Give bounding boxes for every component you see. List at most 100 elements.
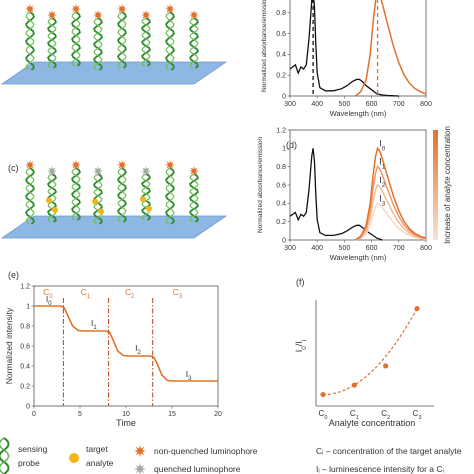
y-tick-label: 0.8: [276, 10, 286, 17]
panel-label-d: (d): [286, 140, 297, 150]
x-axis-label: Wavelength (nm): [330, 109, 387, 118]
y-tick-label: 0.4: [276, 201, 286, 208]
emission-label-I3: I3: [379, 193, 386, 207]
y-tick-label: 1.2: [20, 283, 30, 290]
helix-legend-icon: [0, 437, 10, 474]
level-label-I1: I1: [91, 318, 97, 331]
emission-line-I3: [355, 202, 427, 241]
legend-target-analyte-line2: analyte: [86, 458, 114, 468]
probe-strand: [71, 11, 81, 67]
x-tick-label: 400: [311, 101, 323, 108]
emission-label-I0: I0: [379, 138, 386, 152]
probe-strand: [165, 167, 175, 225]
y-tick-label: 1: [282, 146, 286, 153]
x-tick-label: 0: [32, 411, 36, 418]
probe-strand: [165, 11, 175, 71]
x-tick-label: 500: [339, 101, 351, 108]
probe-strand: [189, 173, 199, 223]
emission-label-I2: I2: [379, 175, 386, 189]
emission-line-I0: [354, 146, 427, 241]
analyte: [46, 197, 52, 204]
probe-strand: [117, 11, 127, 69]
quenched-luminophore-icon: [134, 463, 146, 474]
x-tick-label: 300: [284, 245, 296, 252]
level-label-I2: I2: [135, 343, 141, 356]
y-tick-label: 0.2: [20, 383, 30, 390]
y-tick-label: 0.6: [20, 343, 30, 350]
chart-b: 300 400 500 600 700 800 0 0.2 0.4 0.6 0.8 Wavelengt…: [261, 0, 432, 118]
concentration-colorbar: [433, 130, 438, 240]
y-axis-label: Normalized absorbance/emission: [261, 0, 268, 92]
region-label-C1: C1: [81, 287, 91, 300]
x-axis-label: Time: [116, 418, 136, 428]
probe-strand: [189, 173, 199, 223]
panel-label-f: (f): [296, 277, 305, 287]
probe-strand: [25, 11, 35, 71]
probe-strand: [165, 167, 175, 225]
probe-strand: [141, 17, 151, 67]
analyte: [92, 198, 98, 205]
emission-line: [354, 0, 427, 97]
analyte: [98, 208, 104, 215]
luminophore: [117, 4, 127, 14]
y-tick-label: 0.6: [276, 182, 286, 189]
colorbar-label: Increase of analyte concentration: [443, 126, 452, 244]
legend-ii-definition: Iᵢ – luminescence intensity for a Cᵢ: [316, 464, 444, 474]
luminophore: [189, 166, 199, 176]
luminophore: [71, 4, 81, 14]
probe-strand: [189, 17, 199, 69]
x-tick-label: 400: [311, 245, 323, 252]
emission-line-I2: [355, 183, 427, 241]
luminophore: [71, 160, 81, 170]
y-tick-label: 0.2: [276, 219, 286, 226]
y-tick-label: 0.2: [276, 73, 286, 80]
probe-strand: [71, 11, 81, 67]
luminophore: [165, 4, 175, 14]
intensity-line: [34, 305, 218, 382]
y-tick-label: 0: [282, 93, 286, 100]
analyte: [146, 205, 152, 212]
region-label-C2: C2: [125, 287, 134, 300]
x-tick-label: 500: [339, 245, 351, 252]
x-axis-label: Wavelength (nm): [330, 253, 387, 262]
analyte: [52, 207, 58, 213]
probe-strand: [25, 11, 35, 71]
data-point-C1: [351, 382, 357, 388]
luminophore: [25, 160, 35, 170]
emission-line-I1: [354, 165, 427, 241]
absorbance-line: [289, 0, 399, 97]
probe-strand: [117, 167, 127, 223]
x-tick-label: 5: [78, 411, 82, 418]
level-label-I0: I0: [46, 294, 52, 307]
level-label-I3: I3: [186, 369, 192, 382]
data-point-C0: [320, 391, 326, 398]
x-tick-label: C2: [381, 409, 390, 421]
panel-label-c: (c): [8, 163, 19, 173]
y-axis-label: Normalized absorbance/emission: [257, 137, 264, 233]
probe-strand: [93, 173, 103, 225]
legend: sensing probe target analyte non-quenche…: [0, 437, 462, 474]
quenched-luminophore: [93, 166, 103, 176]
luminophore: [165, 160, 175, 170]
x-tick-label: 10: [122, 411, 130, 418]
emission-label-I1: I1: [379, 157, 386, 171]
legend-sensing-probe-line1: sensing: [18, 444, 48, 454]
legend-target-analyte-line1: target: [86, 444, 108, 454]
luminophore: [141, 10, 151, 20]
probe-strand: [47, 17, 57, 69]
luminophore: [117, 160, 127, 170]
probe-strand: [25, 167, 35, 225]
non-quenched-luminophore-icon: [134, 445, 146, 457]
panel-label-e: (e): [8, 270, 19, 280]
probe-strand: [189, 17, 199, 69]
probe-strand: [117, 167, 127, 223]
legend-sensing-probe-line2: probe: [18, 458, 40, 468]
plot-frame: [289, 0, 427, 97]
x-tick-label: 700: [393, 101, 405, 108]
data-point-C2: [383, 363, 389, 369]
luminophore: [189, 10, 199, 20]
y-tick-label: 0: [282, 237, 286, 244]
target-analyte-legend-icon: [69, 453, 79, 463]
x-axis-label: Analyte concentration: [329, 418, 416, 428]
